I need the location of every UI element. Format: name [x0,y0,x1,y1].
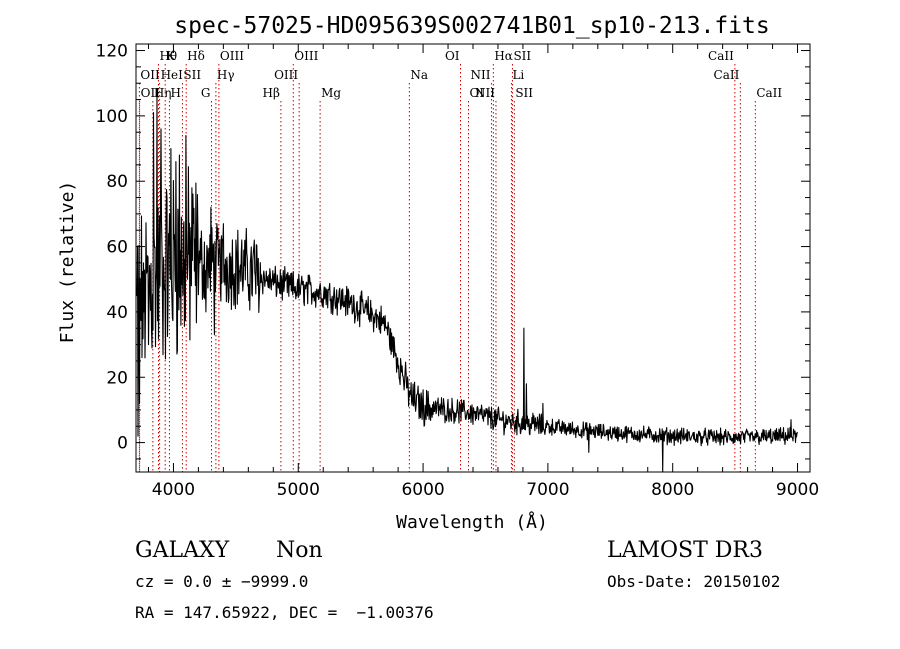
y-tick-label: 20 [106,368,128,388]
line-label: SII [515,86,533,100]
y-tick-label: 80 [106,172,128,192]
x-axis-label: Wavelength (Å) [396,511,548,533]
x-tick-label: 7000 [526,480,569,500]
line-label: OIII [220,49,244,63]
y-axis-label: Flux (relative) [57,181,78,344]
line-label: OI [470,86,485,100]
line-label: OII [140,68,160,82]
x-tick-label: 9000 [776,480,819,500]
chart-title: spec-57025-HD095639S002741B01_sp10-213.f… [174,13,769,39]
line-label: Hδ [187,49,205,63]
line-label: CaII [708,49,734,63]
spectrum-series-line [136,89,799,473]
x-tick-label: 4000 [152,480,195,500]
line-label: OII [141,86,161,100]
object-subclass: Non [276,538,323,563]
y-tick-label: 40 [106,303,128,323]
line-label: SII [513,49,531,63]
line-label: CaII [714,68,740,82]
x-tick-label: 8000 [651,480,694,500]
x-tick-label: 5000 [277,480,320,500]
axis-ticks-layer: 4000 5000 6000 7000 8000 9000 0 20 40 60 80 100 120 [96,42,820,500]
line-label: H [170,86,180,100]
y-tick-label: 100 [96,107,128,127]
line-label: OIII [294,49,318,63]
survey-name: LAMOST DR3 [607,538,763,563]
line-label: NII [475,86,495,100]
spectrum-chart: spec-57025-HD095639S002741B01_sp10-213.f… [57,13,820,533]
line-label: G [201,86,211,100]
object-class: GALAXY [135,538,230,563]
ra-dec-coordinates: RA = 147.65922, DEC = −1.00376 [135,603,434,622]
line-label: Hγ [217,68,235,82]
line-label: HeI [161,68,184,82]
line-label: K [166,49,176,63]
observation-date: Obs-Date: 20150102 [607,572,781,591]
line-label: Mg [321,86,341,100]
line-label: Na [410,68,428,82]
x-tick-label: 6000 [401,480,444,500]
line-label: Hη [154,86,172,100]
line-label: OIII [274,68,298,82]
line-label: NII [470,68,490,82]
line-label: Hβ [263,86,280,100]
line-label: Li [512,68,524,82]
line-label: OI [445,49,460,63]
y-tick-label: 120 [96,42,128,62]
line-label: CaII [756,86,782,100]
line-label: Hα [494,49,513,63]
y-tick-label: 60 [106,238,128,258]
redshift-cz: cz = 0.0 ± −9999.0 [135,572,309,591]
line-label: Hθ [159,49,177,63]
y-tick-label: 0 [117,434,128,454]
line-label: SII [183,68,201,82]
